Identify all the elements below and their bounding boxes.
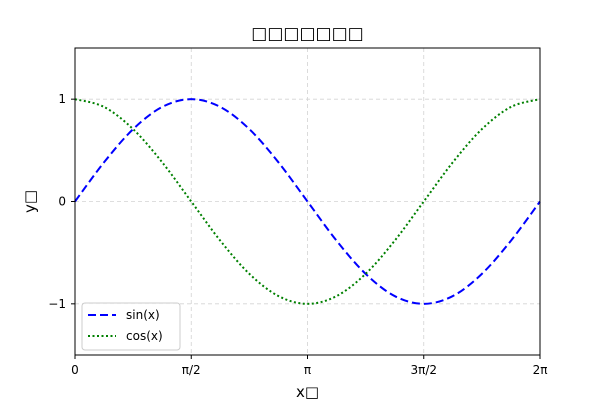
y-tick-label: 1 [58,92,66,106]
legend-label: sin(x) [126,308,160,322]
y-tick-label: 0 [58,195,66,209]
x-tick-label: π [304,363,311,377]
x-tick-label: 0 [71,363,79,377]
series-line-sin-x- [74,98,541,305]
y-axis-label: y□ [21,190,39,213]
series-layer [74,98,541,305]
x-tick-label: 3π/2 [410,363,437,377]
x-tick-label: 2π [533,363,548,377]
series-line-cos-x- [74,98,541,305]
x-axis-label: x□ [296,383,319,400]
y-tick-label: −1 [48,297,66,311]
chart-title: □□□□□□□ [251,24,363,44]
tick-layer: 0 π/2 π 3π/2 2π −1 0 1 [48,92,547,377]
legend-label: cos(x) [126,329,163,343]
legend: sin(x) cos(x) [81,302,181,351]
x-tick-label: π/2 [182,363,201,377]
